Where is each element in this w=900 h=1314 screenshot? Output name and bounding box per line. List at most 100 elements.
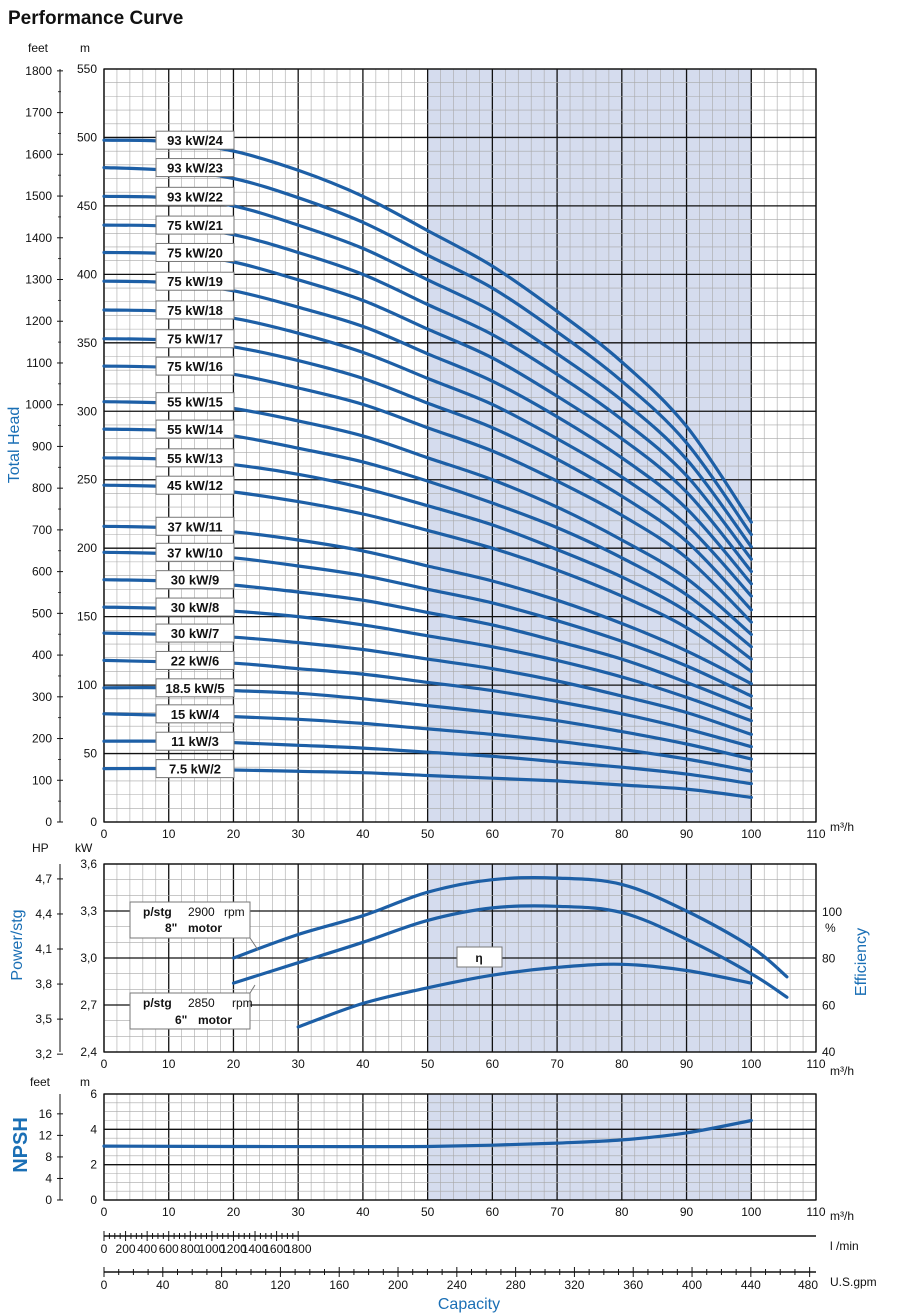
curve-label-box xyxy=(155,448,235,468)
lower-box-motor: motor xyxy=(198,1013,232,1027)
curve-label: 37 kW/11 xyxy=(168,519,223,534)
npsh-feet-tick-label: 0 xyxy=(45,1193,52,1207)
curve-label: 55 kW/13 xyxy=(167,451,223,466)
npsh-feet-tick-label: 16 xyxy=(39,1107,53,1121)
lower-box-rpm-unit: rpm xyxy=(232,996,253,1010)
feet-tick-label: 1500 xyxy=(25,189,52,203)
gpm-unit: U.S.gpm xyxy=(830,1275,877,1289)
feet-tick-label: 700 xyxy=(32,523,52,537)
power-panel-ticks: 0 10 20 30 40 50 60 70 80 90 100 110 2,4 2,7 3,0 3,3 3,6… xyxy=(35,857,842,1071)
efficiency-tick-label: 60 xyxy=(822,998,836,1012)
gpm-tick-label: 80 xyxy=(215,1278,229,1292)
feet-tick-label: 1100 xyxy=(26,356,52,370)
upper-annotation-box xyxy=(129,901,251,939)
hp-tick-label: 3,2 xyxy=(35,1047,52,1061)
gpm-tick-label: 480 xyxy=(798,1278,818,1292)
upper-box-motor-size: 8" xyxy=(165,921,177,935)
curve-label: 75 kW/16 xyxy=(167,359,223,374)
lmin-tick-label: 1200 xyxy=(220,1242,247,1256)
feet-tick-label: 1600 xyxy=(25,147,52,161)
x-tick-label: 70 xyxy=(550,1057,564,1071)
npsh-feet-tick-label: 8 xyxy=(45,1150,52,1164)
chart-title: Performance Curve xyxy=(8,8,183,29)
curve-label-box xyxy=(155,623,235,643)
m-tick-label: 400 xyxy=(77,267,97,281)
efficiency-tick-label: 80 xyxy=(822,952,836,966)
power-x-unit: m³/h xyxy=(830,1064,854,1078)
curve-label: 18.5 kW/5 xyxy=(165,681,224,696)
x-tick-label: 110 xyxy=(806,1205,825,1219)
m-tick-label: 450 xyxy=(77,199,97,213)
npsh-label: NPSH xyxy=(10,1117,32,1173)
x-tick-label: 10 xyxy=(162,827,176,841)
npsh-m-tick-label: 4 xyxy=(90,1122,97,1136)
npsh-x-unit: m³/h xyxy=(830,1209,854,1223)
lmin-tick-label: 600 xyxy=(159,1242,179,1256)
x-tick-label: 40 xyxy=(356,827,370,841)
x-tick-label: 10 xyxy=(162,1057,176,1071)
curve-label-box xyxy=(155,186,235,206)
head-curve-labels: 7.5 kW/2 11 kW/3 15 kW/4 18.5 kW/5 22 kW/6 30… xyxy=(155,130,235,779)
x-tick-label: 0 xyxy=(101,827,108,841)
curve-label: 37 kW/10 xyxy=(167,545,223,560)
curve-label-box xyxy=(155,419,235,439)
x-tick-label: 60 xyxy=(486,1057,500,1071)
power-kw-unit: kW xyxy=(75,841,93,855)
efficiency-curve xyxy=(296,962,753,1029)
x-tick-label: 90 xyxy=(680,1205,694,1219)
npsh-feet-unit: feet xyxy=(30,1075,51,1089)
curve-label: 30 kW/7 xyxy=(171,626,219,641)
head-feet-unit: feet xyxy=(28,41,49,55)
curve-label-box xyxy=(155,475,235,495)
npsh-feet-tick-label: 12 xyxy=(39,1128,53,1142)
gpm-tick-label: 120 xyxy=(270,1278,290,1292)
npsh-m-tick-label: 2 xyxy=(90,1158,97,1172)
gpm-axis: 0 40 80 120 160 200 240 280 320 360 400 440 480 xyxy=(101,1267,818,1292)
lmin-tick-label: 1000 xyxy=(199,1242,226,1256)
curve-label: 15 kW/4 xyxy=(171,707,220,722)
m-tick-label: 350 xyxy=(77,336,97,350)
efficiency-pct-unit: % xyxy=(825,921,836,935)
x-tick-label: 90 xyxy=(680,827,694,841)
npsh-feet-tick-label: 4 xyxy=(45,1171,52,1185)
gpm-tick-label: 400 xyxy=(682,1278,702,1292)
curve-label: 45 kW/12 xyxy=(167,478,223,493)
feet-tick-label: 600 xyxy=(32,565,52,579)
curve-label: 55 kW/15 xyxy=(167,395,223,410)
kw-tick-label: 3,6 xyxy=(80,857,97,871)
curve-label: 75 kW/18 xyxy=(167,303,223,318)
power-stg-label: Power/stg xyxy=(9,909,26,980)
upper-box-label: p/stg xyxy=(143,905,172,919)
npsh-panel-ticks: 0 10 20 30 40 50 60 70 80 90 100 110 0 4 8 12 16 0 2 4 6 xyxy=(39,1087,826,1219)
hp-tick-label: 3,8 xyxy=(35,977,52,991)
curve-label-box xyxy=(155,759,235,779)
head-panel: 7.5 kW/2 11 kW/3 15 kW/4 18.5 kW/5 22 kW/6 30… xyxy=(6,41,854,841)
feet-tick-label: 800 xyxy=(32,481,52,495)
npsh-m-unit: m xyxy=(80,1075,90,1089)
x-tick-label: 50 xyxy=(421,827,435,841)
x-tick-label: 100 xyxy=(741,1205,761,1219)
x-tick-label: 50 xyxy=(421,1205,435,1219)
upper-box-rpm-unit: rpm xyxy=(224,905,245,919)
x-tick-label: 30 xyxy=(292,1057,306,1071)
gpm-tick-label: 440 xyxy=(741,1278,761,1292)
m-tick-label: 300 xyxy=(77,404,97,418)
lmin-tick-label: 200 xyxy=(116,1242,136,1256)
m-tick-label: 50 xyxy=(84,747,98,761)
gpm-tick-label: 280 xyxy=(506,1278,526,1292)
curve-label: 30 kW/8 xyxy=(171,600,219,615)
curve-label: 7.5 kW/2 xyxy=(169,762,221,777)
lmin-tick-label: 1600 xyxy=(263,1242,290,1256)
m-tick-label: 200 xyxy=(77,541,97,555)
m-tick-label: 250 xyxy=(77,473,97,487)
curve-label-box xyxy=(155,516,235,536)
upper-box-leader xyxy=(249,937,259,951)
curve-label-box xyxy=(155,329,235,349)
lmin-tick-label: 800 xyxy=(180,1242,200,1256)
curve-label: 55 kW/14 xyxy=(167,422,223,437)
kw-tick-label: 2,7 xyxy=(80,998,97,1012)
m-tick-label: 0 xyxy=(90,815,97,829)
x-tick-label: 60 xyxy=(486,827,500,841)
kw-tick-label: 3,3 xyxy=(80,904,97,918)
